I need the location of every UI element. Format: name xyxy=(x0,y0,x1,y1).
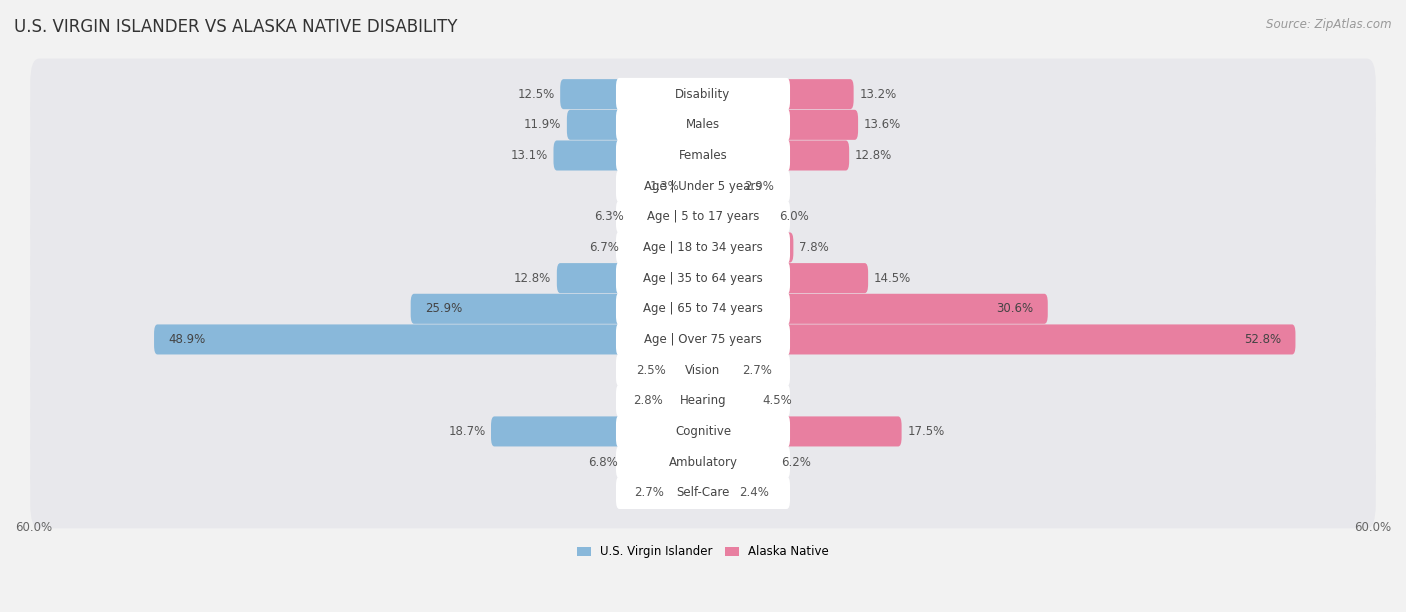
FancyBboxPatch shape xyxy=(616,201,790,233)
Text: 2.4%: 2.4% xyxy=(738,487,769,499)
Text: 11.9%: 11.9% xyxy=(524,118,561,132)
FancyBboxPatch shape xyxy=(560,79,623,109)
Text: 2.7%: 2.7% xyxy=(742,364,772,376)
Text: 25.9%: 25.9% xyxy=(425,302,463,315)
Text: Age | 5 to 17 years: Age | 5 to 17 years xyxy=(647,211,759,223)
FancyBboxPatch shape xyxy=(30,242,1376,314)
FancyBboxPatch shape xyxy=(616,354,790,386)
FancyBboxPatch shape xyxy=(616,415,790,448)
FancyBboxPatch shape xyxy=(30,365,1376,436)
Text: 6.0%: 6.0% xyxy=(779,211,808,223)
FancyBboxPatch shape xyxy=(554,141,623,171)
Text: 12.8%: 12.8% xyxy=(515,272,551,285)
Text: 18.7%: 18.7% xyxy=(449,425,485,438)
FancyBboxPatch shape xyxy=(616,108,790,141)
Text: 6.2%: 6.2% xyxy=(782,455,811,469)
Text: Disability: Disability xyxy=(675,88,731,100)
Text: Age | 35 to 64 years: Age | 35 to 64 years xyxy=(643,272,763,285)
FancyBboxPatch shape xyxy=(783,110,858,140)
FancyBboxPatch shape xyxy=(30,457,1376,528)
FancyBboxPatch shape xyxy=(616,384,790,417)
FancyBboxPatch shape xyxy=(783,233,793,263)
FancyBboxPatch shape xyxy=(30,59,1376,130)
Text: 12.5%: 12.5% xyxy=(517,88,554,100)
Text: Vision: Vision xyxy=(685,364,721,376)
Text: Ambulatory: Ambulatory xyxy=(668,455,738,469)
FancyBboxPatch shape xyxy=(616,231,790,264)
Text: U.S. VIRGIN ISLANDER VS ALASKA NATIVE DISABILITY: U.S. VIRGIN ISLANDER VS ALASKA NATIVE DI… xyxy=(14,18,457,36)
FancyBboxPatch shape xyxy=(616,293,790,325)
Text: 13.2%: 13.2% xyxy=(859,88,897,100)
FancyBboxPatch shape xyxy=(616,170,790,203)
FancyBboxPatch shape xyxy=(616,323,790,356)
Text: Age | Under 5 years: Age | Under 5 years xyxy=(644,180,762,193)
Text: 4.5%: 4.5% xyxy=(762,394,792,407)
Text: 7.8%: 7.8% xyxy=(799,241,828,254)
FancyBboxPatch shape xyxy=(754,386,787,416)
FancyBboxPatch shape xyxy=(30,181,1376,252)
Text: 13.1%: 13.1% xyxy=(510,149,548,162)
FancyBboxPatch shape xyxy=(783,294,1047,324)
FancyBboxPatch shape xyxy=(30,304,1376,375)
Text: Males: Males xyxy=(686,118,720,132)
Text: 6.3%: 6.3% xyxy=(593,211,624,223)
Text: 52.8%: 52.8% xyxy=(1244,333,1281,346)
Text: 2.5%: 2.5% xyxy=(637,364,666,376)
Legend: U.S. Virgin Islander, Alaska Native: U.S. Virgin Islander, Alaska Native xyxy=(572,541,834,563)
Text: Age | 18 to 34 years: Age | 18 to 34 years xyxy=(643,241,763,254)
FancyBboxPatch shape xyxy=(783,324,1295,354)
FancyBboxPatch shape xyxy=(155,324,623,354)
FancyBboxPatch shape xyxy=(733,355,787,385)
Text: 17.5%: 17.5% xyxy=(907,425,945,438)
FancyBboxPatch shape xyxy=(491,416,623,447)
FancyBboxPatch shape xyxy=(616,477,790,509)
FancyBboxPatch shape xyxy=(616,78,790,110)
Text: 2.8%: 2.8% xyxy=(633,394,662,407)
FancyBboxPatch shape xyxy=(30,89,1376,160)
FancyBboxPatch shape xyxy=(783,79,853,109)
FancyBboxPatch shape xyxy=(567,110,623,140)
FancyBboxPatch shape xyxy=(616,140,790,172)
Text: 12.8%: 12.8% xyxy=(855,149,891,162)
Text: Age | Over 75 years: Age | Over 75 years xyxy=(644,333,762,346)
Text: Age | 65 to 74 years: Age | 65 to 74 years xyxy=(643,302,763,315)
FancyBboxPatch shape xyxy=(783,141,849,171)
FancyBboxPatch shape xyxy=(772,447,787,477)
Text: 48.9%: 48.9% xyxy=(169,333,205,346)
FancyBboxPatch shape xyxy=(770,202,787,232)
FancyBboxPatch shape xyxy=(616,446,790,479)
Text: 13.6%: 13.6% xyxy=(863,118,901,132)
Text: Self-Care: Self-Care xyxy=(676,487,730,499)
Text: Hearing: Hearing xyxy=(679,394,727,407)
FancyBboxPatch shape xyxy=(30,120,1376,191)
FancyBboxPatch shape xyxy=(783,263,868,293)
Text: 6.8%: 6.8% xyxy=(589,455,619,469)
Text: 6.7%: 6.7% xyxy=(589,241,619,254)
Text: 2.9%: 2.9% xyxy=(744,180,775,193)
FancyBboxPatch shape xyxy=(783,416,901,447)
FancyBboxPatch shape xyxy=(30,335,1376,406)
Text: 2.7%: 2.7% xyxy=(634,487,664,499)
FancyBboxPatch shape xyxy=(30,151,1376,222)
FancyBboxPatch shape xyxy=(735,171,787,201)
FancyBboxPatch shape xyxy=(411,294,623,324)
Text: 30.6%: 30.6% xyxy=(995,302,1033,315)
Text: 1.3%: 1.3% xyxy=(650,180,679,193)
FancyBboxPatch shape xyxy=(30,427,1376,498)
FancyBboxPatch shape xyxy=(730,478,787,508)
Text: Females: Females xyxy=(679,149,727,162)
FancyBboxPatch shape xyxy=(557,263,623,293)
FancyBboxPatch shape xyxy=(30,273,1376,345)
Text: 14.5%: 14.5% xyxy=(873,272,911,285)
Text: Cognitive: Cognitive xyxy=(675,425,731,438)
Text: Source: ZipAtlas.com: Source: ZipAtlas.com xyxy=(1267,18,1392,31)
FancyBboxPatch shape xyxy=(616,262,790,294)
FancyBboxPatch shape xyxy=(30,212,1376,283)
FancyBboxPatch shape xyxy=(30,396,1376,467)
